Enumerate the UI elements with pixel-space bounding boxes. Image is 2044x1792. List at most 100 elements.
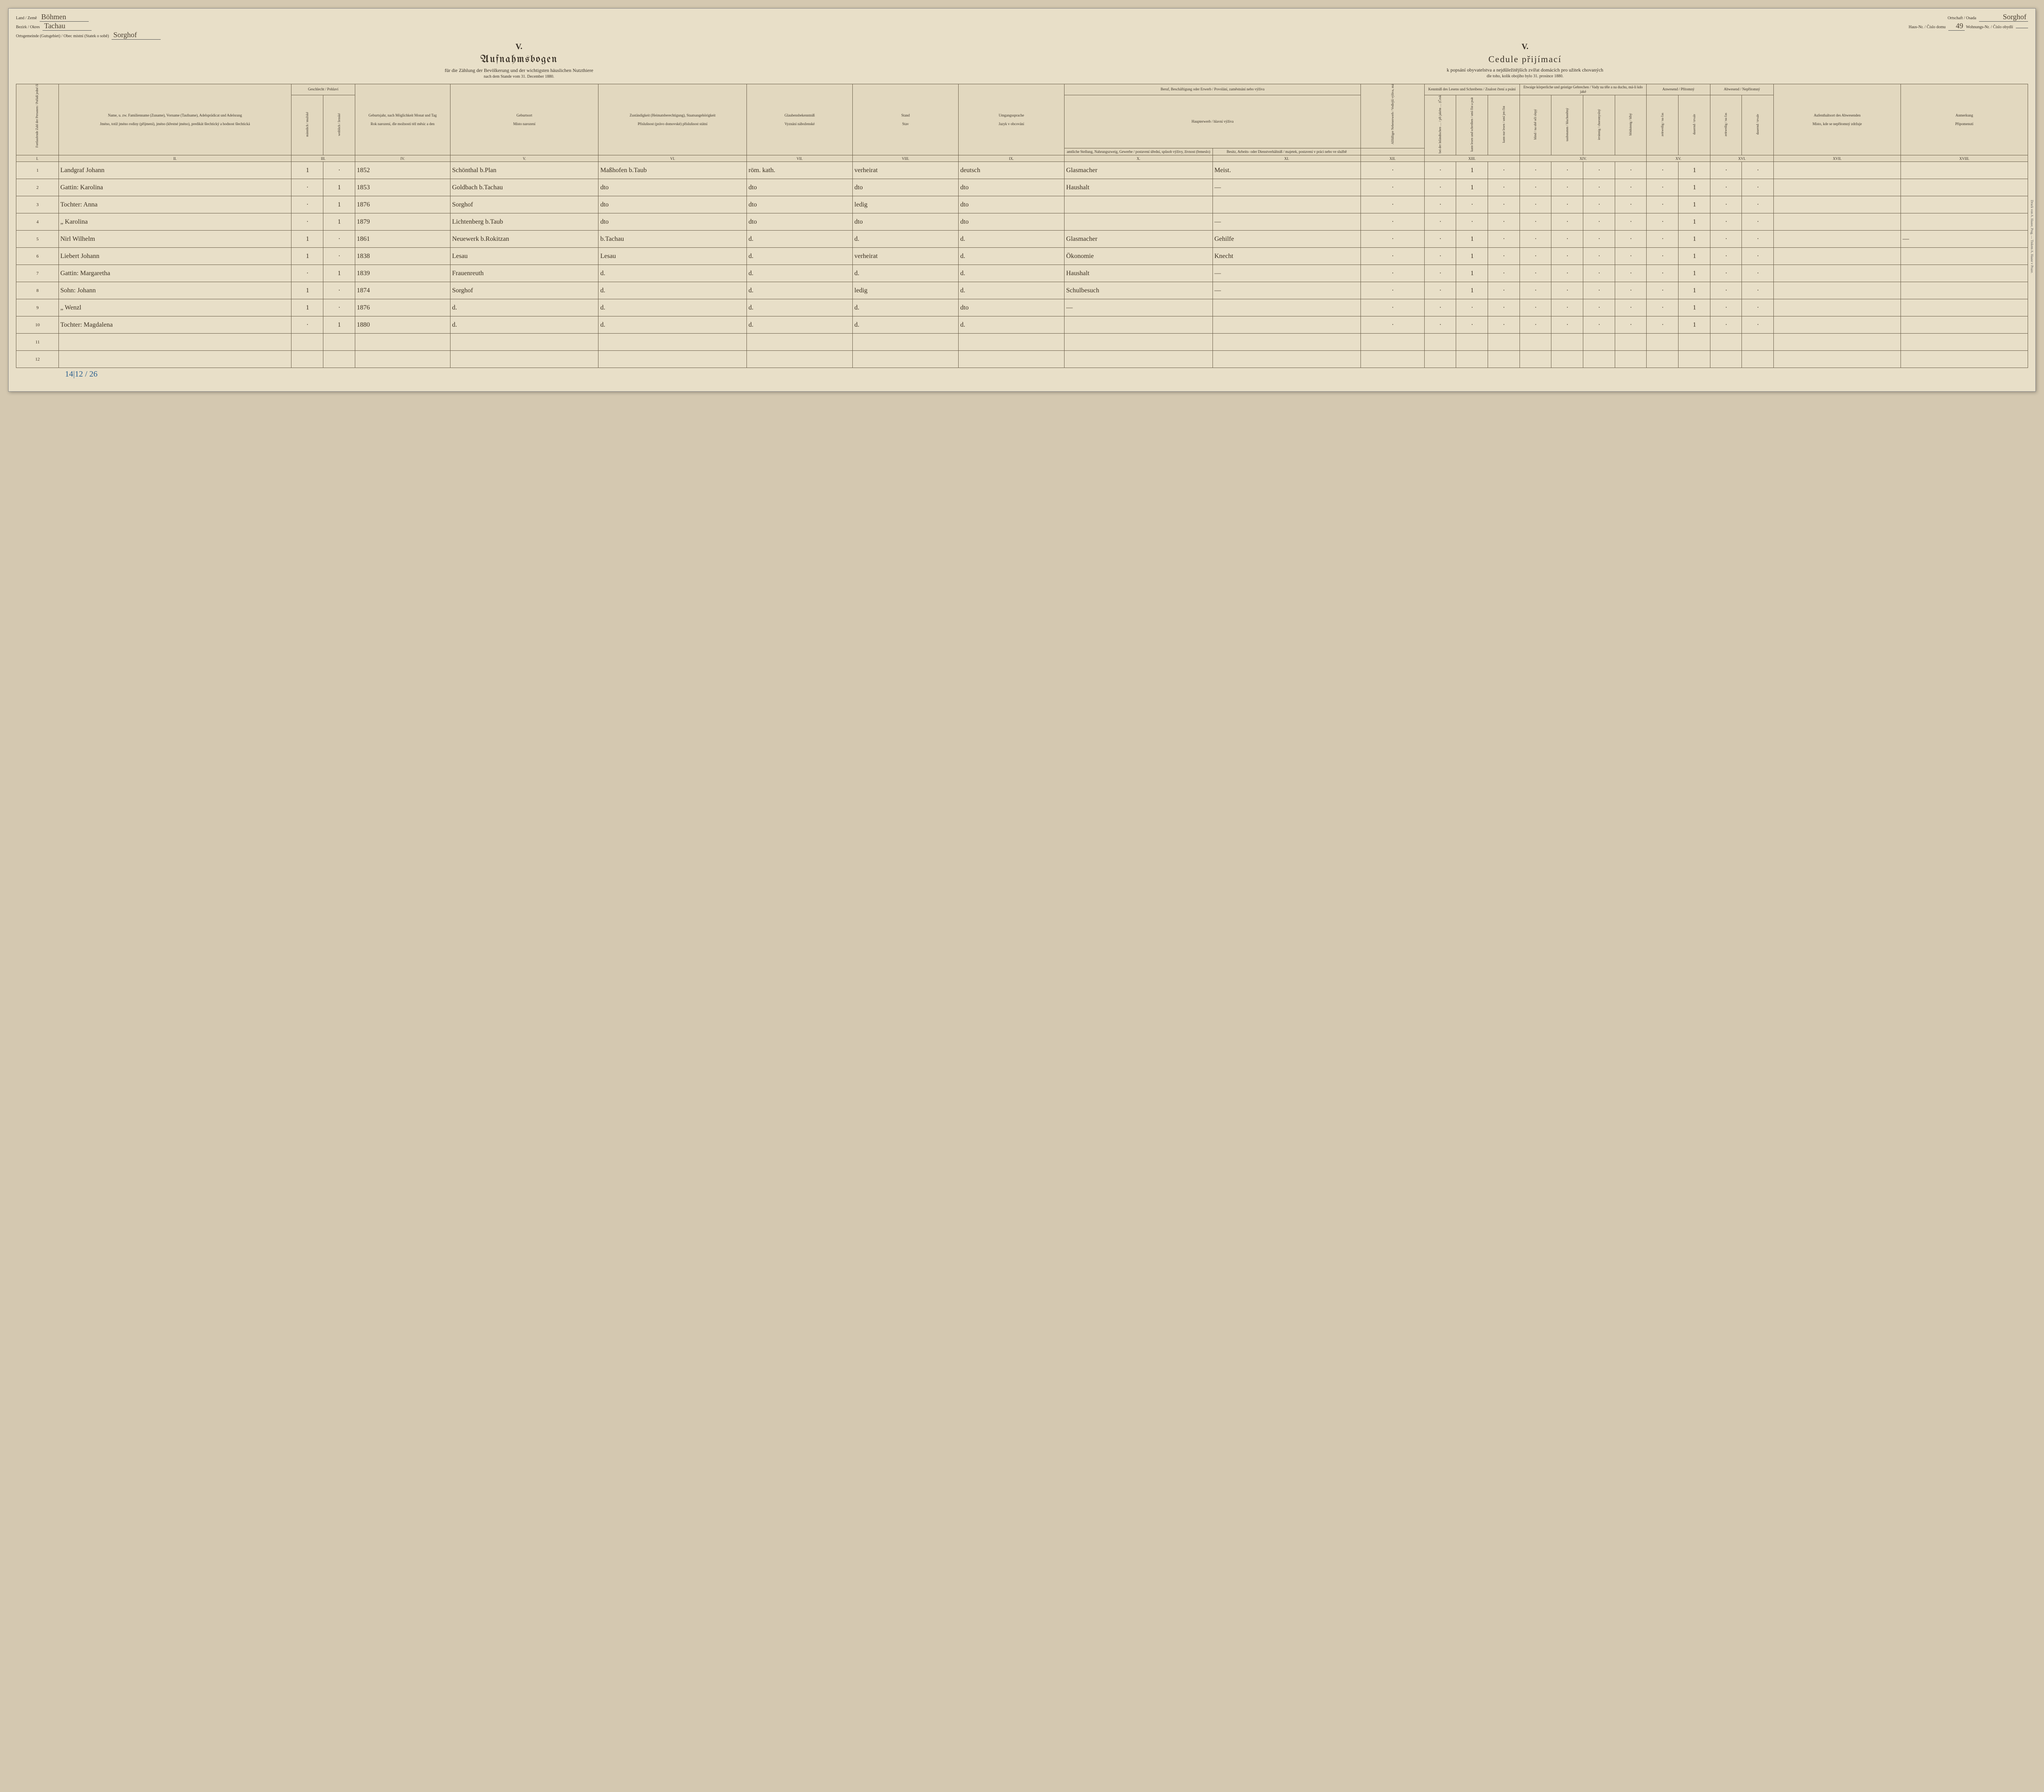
cell: „ Karolina [58, 213, 291, 231]
col-sex-m: männlich / mužské [291, 95, 323, 155]
cell: · [1424, 265, 1456, 282]
cell: 1 [1679, 196, 1710, 213]
cell: · [1488, 265, 1520, 282]
cell: Schönthal b.Plan [450, 162, 598, 179]
cell: 12 [16, 351, 59, 368]
cell: · [1710, 196, 1742, 213]
cell: dto [747, 179, 853, 196]
colnum: XIV. [1520, 155, 1647, 162]
col-heimat: Zuständigkeit (Heimatsberechtigung), Sta… [598, 84, 747, 155]
cell [1774, 282, 1901, 299]
col-occ-a: amtliche Stellung, Nahrungszweig, Gewerb… [1065, 148, 1213, 155]
cell [1551, 334, 1583, 351]
cell: · [1520, 162, 1551, 179]
cell [1774, 179, 1901, 196]
cell [291, 334, 323, 351]
table-body: 1Landgraf Johann1·1852Schönthal b.PlanMa… [16, 162, 2028, 368]
cell: · [1361, 248, 1424, 265]
cell: · [1456, 299, 1488, 316]
main-title-cz: Cedule přijímací [1042, 54, 2008, 65]
cell: · [1551, 282, 1583, 299]
cell: 1 [323, 196, 355, 213]
cell [1774, 316, 1901, 334]
cell: 1 [1456, 179, 1488, 196]
header-right: Ortschaft / Osada Sorghof Haus-Nr. / Čís… [1626, 13, 2028, 31]
cell: d. [747, 299, 853, 316]
cell: Lichtenberg b.Taub [450, 213, 598, 231]
cell [1647, 351, 1679, 368]
land-value: Böhmen [40, 13, 89, 22]
cell: 1 [1679, 248, 1710, 265]
cell: d. [598, 316, 747, 334]
cell [1065, 316, 1213, 334]
header-block: Land / Země Böhmen Bezirk / Okres Tachau… [16, 13, 2028, 40]
cell [1424, 334, 1456, 351]
cell: · [291, 316, 323, 334]
cell: · [1742, 162, 1774, 179]
cell: · [1583, 265, 1615, 282]
cell: · [1551, 213, 1583, 231]
colnum: VIII. [853, 155, 959, 162]
table-row: 2Gattin: Karolina·11853Goldbach b.Tachau… [16, 179, 2028, 196]
cell: 1 [1679, 179, 1710, 196]
cell: 10 [16, 316, 59, 334]
cell: · [1615, 248, 1647, 265]
cell: · [1615, 299, 1647, 316]
cell: · [1361, 231, 1424, 248]
table-row: 7Gattin: Margaretha·11839Frauenreuthd.d.… [16, 265, 2028, 282]
cell: 1880 [355, 316, 450, 334]
cell [1774, 213, 1901, 231]
table-row: 6Liebert Johann1·1838LesauLesaud.verheir… [16, 248, 2028, 265]
cell [1774, 334, 1901, 351]
cell: · [1424, 248, 1456, 265]
cell: · [1551, 299, 1583, 316]
cell [1710, 351, 1742, 368]
cell: · [1615, 179, 1647, 196]
cell: 1 [1456, 282, 1488, 299]
cell: · [1488, 213, 1520, 231]
census-sheet: Land / Země Böhmen Bezirk / Okres Tachau… [8, 8, 2036, 392]
cell: · [1647, 213, 1679, 231]
col-anw: Anwesend / Přítomný [1647, 84, 1710, 95]
cell: 2 [16, 179, 59, 196]
cell: · [323, 282, 355, 299]
cell: · [1583, 213, 1615, 231]
cell: d. [853, 316, 959, 334]
cell: 11 [16, 334, 59, 351]
cell: · [1488, 162, 1520, 179]
gemeinde-value: Sorghof [112, 31, 161, 40]
cell: · [1424, 316, 1456, 334]
column-numbers-row: I. II. III. IV. V. VI. VII. VIII. IX. X.… [16, 155, 2028, 162]
cell: — [1065, 299, 1213, 316]
cell: · [1710, 316, 1742, 334]
cell: 1838 [355, 248, 450, 265]
cell: 4 [16, 213, 59, 231]
table-row: 3Tochter: Anna·11876Sorghofdtodtoledigdt… [16, 196, 2028, 213]
cell: · [1361, 299, 1424, 316]
cell: · [1583, 196, 1615, 213]
cell: · [1710, 179, 1742, 196]
cell: 1 [1456, 248, 1488, 265]
colnum: I. [16, 155, 59, 162]
cell: · [1361, 265, 1424, 282]
cell [1361, 334, 1424, 351]
cell: · [1424, 179, 1456, 196]
col-neb-sub [1361, 148, 1424, 155]
cell: · [291, 196, 323, 213]
cell: verheirat [853, 162, 959, 179]
cell [1774, 162, 1901, 179]
cell: · [1710, 299, 1742, 316]
cell [1213, 334, 1361, 351]
col-anw-a: zeitweilig / na čas [1647, 95, 1679, 155]
cell: · [1488, 316, 1520, 334]
col-lesen: Kenntniß des Lesens und Schreibens / Zna… [1424, 84, 1520, 95]
col-haupt: Haupterwerb / hlavní výživa [1065, 95, 1361, 148]
cell [1213, 316, 1361, 334]
cell [291, 351, 323, 368]
colnum: XVII. [1774, 155, 1901, 162]
cell: dto [747, 213, 853, 231]
cell: d. [747, 231, 853, 248]
cell [853, 351, 959, 368]
census-table: Fortlaufende Zahl der Personen / Pořádí … [16, 84, 2028, 368]
cell: — [1213, 179, 1361, 196]
